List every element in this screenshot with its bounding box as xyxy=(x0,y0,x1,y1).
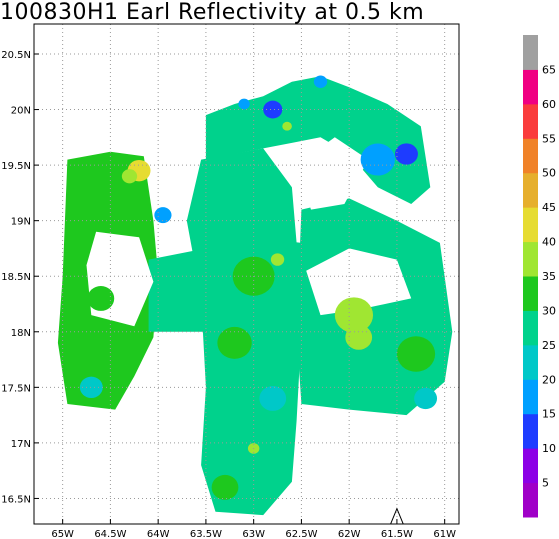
y-tick-label: 20.5N xyxy=(1,50,31,61)
colorbar-label: 35 xyxy=(542,270,556,283)
colorbar-segment xyxy=(523,448,538,484)
colorbar-label: 55 xyxy=(542,132,556,145)
echo-cell xyxy=(87,286,115,311)
x-axis: 65W 64.5W 64W 63.5W 63W 62.5W 62W 61.5W 61W xyxy=(51,519,456,539)
y-tick-label: 17.5N xyxy=(1,383,31,394)
echo-cell xyxy=(282,121,292,131)
echo-cell xyxy=(121,169,138,184)
colorbar-segment xyxy=(523,379,538,415)
echo-cell xyxy=(313,75,328,88)
colorbar-label: 60 xyxy=(542,98,556,111)
x-tick-label: 61W xyxy=(433,529,456,539)
colorbar-segment xyxy=(523,69,538,105)
reflectivity-field xyxy=(57,75,453,516)
colorbar-label: 10 xyxy=(542,442,556,455)
echo-cell xyxy=(217,326,252,359)
echo-cell xyxy=(238,98,250,110)
y-tick-label: 16.5N xyxy=(1,494,31,505)
annotations xyxy=(390,507,404,524)
colorbar-segment xyxy=(523,103,538,139)
y-tick-label: 18N xyxy=(11,328,31,339)
echo-cell xyxy=(263,100,283,119)
colorbar-segment xyxy=(523,35,538,70)
colorbar-segment xyxy=(523,241,538,277)
colorbar: 5 10 15 20 25 30 35 40 45 50 55 60 65 xyxy=(523,35,556,518)
y-tick-label: 19N xyxy=(11,217,31,228)
echo-cell xyxy=(154,207,172,224)
colorbar-segment xyxy=(523,172,538,208)
echo-cell xyxy=(334,297,374,333)
colorbar-label: 20 xyxy=(542,373,556,386)
echo-cell xyxy=(270,253,285,266)
echo-cell xyxy=(79,376,103,399)
x-tick-label: 62W xyxy=(338,529,361,539)
colorbar-segment xyxy=(523,310,538,346)
echo-cell xyxy=(360,143,396,176)
colorbar-segment xyxy=(523,344,538,380)
x-tick-label: 62.5W xyxy=(285,529,317,539)
chart-title: 100830H1 Earl Reflectivity at 0.5 km xyxy=(0,0,425,25)
colorbar-label: 30 xyxy=(542,304,556,317)
colorbar-label: 40 xyxy=(542,236,556,249)
y-tick-label: 19.5N xyxy=(1,161,31,172)
y-tick-label: 20N xyxy=(11,106,31,117)
x-tick-label: 63W xyxy=(242,529,265,539)
y-axis: 16.5N 17N 17.5N 18N 18.5N 19N 19.5N 20N 20.5N xyxy=(1,50,39,505)
echo-cell xyxy=(259,386,287,411)
gridlines xyxy=(34,24,459,524)
colorbar-label: 45 xyxy=(542,201,556,214)
x-tick-label: 64W xyxy=(147,529,170,539)
echo-cell xyxy=(211,474,239,500)
track-marker xyxy=(390,507,404,524)
x-tick-label: 61.5W xyxy=(381,529,413,539)
colorbar-label: 5 xyxy=(542,477,549,490)
colorbar-segment xyxy=(523,413,538,449)
colorbar-label: 15 xyxy=(542,408,556,421)
colorbar-segment xyxy=(523,276,538,311)
echo-cell xyxy=(395,143,418,165)
echo-cell xyxy=(396,336,436,372)
echo-cell xyxy=(345,324,373,350)
echo-cell xyxy=(414,387,438,410)
colorbar-segment xyxy=(523,138,538,174)
colorbar-segment xyxy=(523,482,538,518)
colorbar-segment xyxy=(523,207,538,243)
y-tick-label: 18.5N xyxy=(1,272,31,283)
y-tick-label: 17N xyxy=(11,439,31,450)
colorbar-label: 25 xyxy=(542,339,556,352)
plot-frame xyxy=(33,23,460,525)
x-tick-label: 64.5W xyxy=(94,529,126,539)
colorbar-label: 50 xyxy=(542,167,556,180)
x-tick-label: 63.5W xyxy=(190,529,222,539)
hole-east-notch xyxy=(306,248,412,316)
x-tick-label: 65W xyxy=(51,529,74,539)
hole-north xyxy=(296,137,369,210)
colorbar-label: 65 xyxy=(542,63,556,76)
